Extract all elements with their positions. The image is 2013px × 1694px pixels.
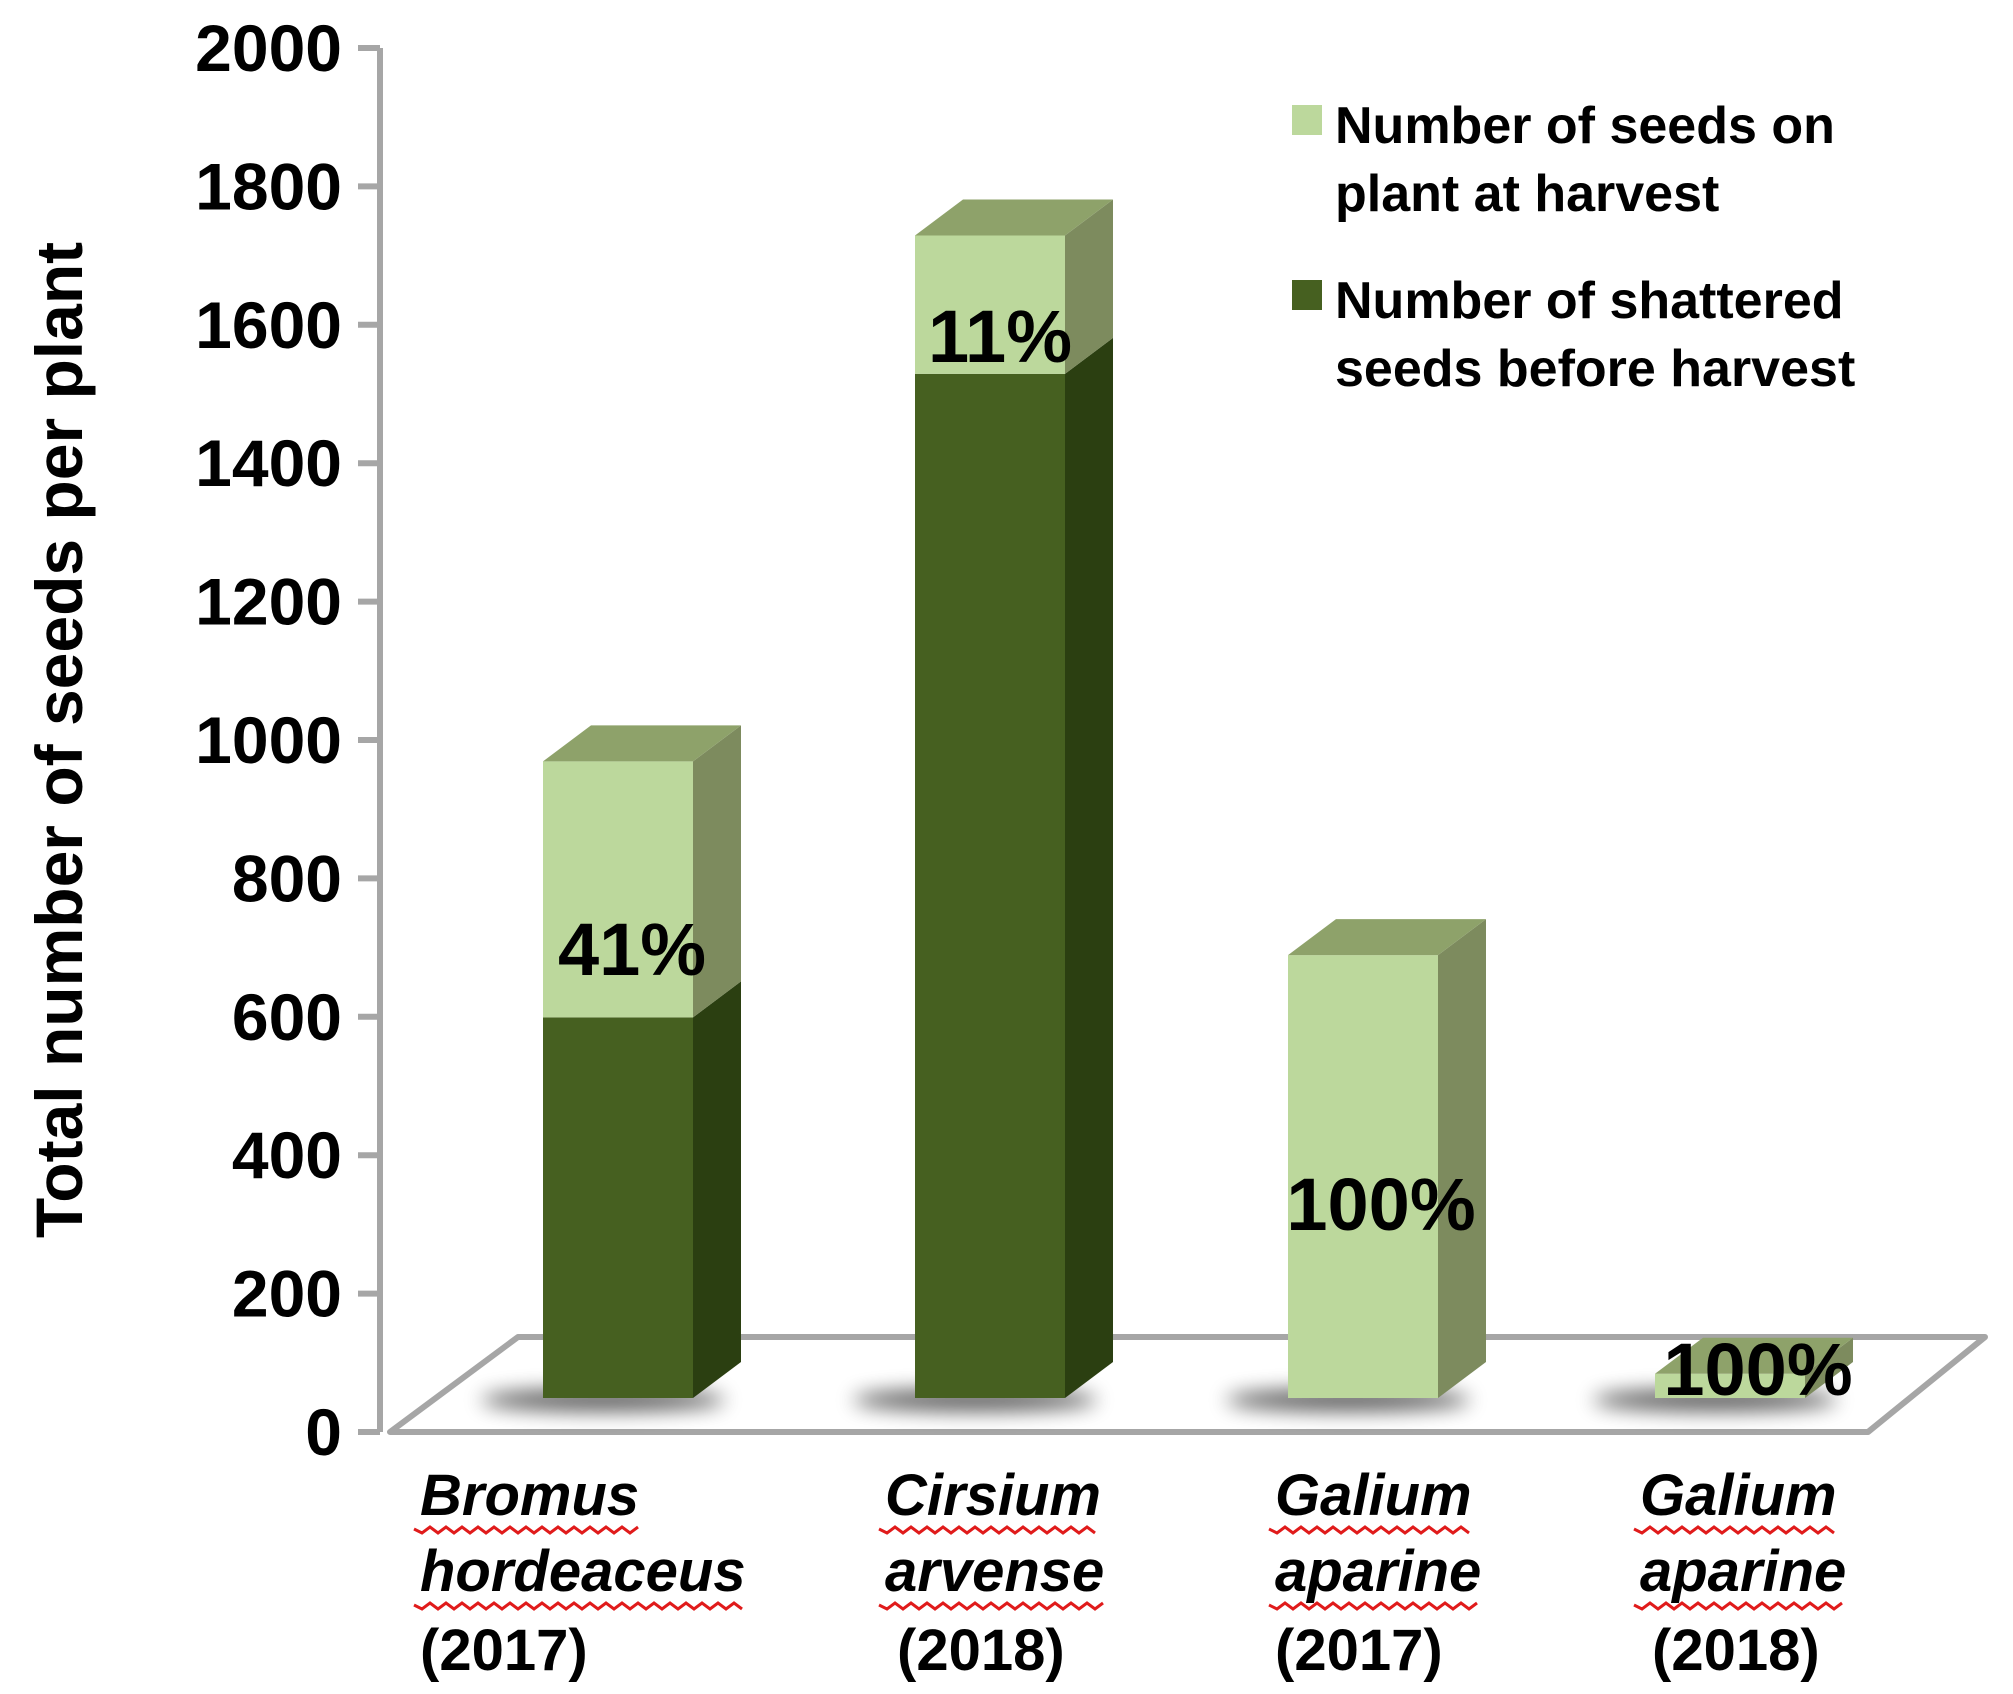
- percent-label: 41%: [558, 908, 706, 991]
- y-tick-label: 0: [305, 1395, 342, 1469]
- bar-top: [1655, 1337, 1853, 1374]
- bar-segment: [915, 337, 1113, 1399]
- bar-side: [1065, 199, 1113, 374]
- spellcheck-underline: [1633, 1525, 1835, 1535]
- y-ticks: 0 200 400 600 800 1000 1200 1400 1600 1800 2000: [195, 11, 380, 1469]
- species-name: Cirsium: [885, 1463, 1101, 1528]
- category-year: (2017): [1275, 1618, 1443, 1683]
- y-tick-label: 1600: [195, 288, 342, 362]
- bar-segment: [1655, 1337, 1853, 1398]
- bar-top: [1288, 919, 1486, 956]
- bar-front: [543, 761, 693, 1018]
- y-axis: 0 200 400 600 800 1000 1200 1400 1600 1800 2000: [195, 11, 383, 1469]
- spellcheck-underline: [1633, 1601, 1843, 1611]
- spellcheck-underline: [413, 1525, 639, 1535]
- bar-top: [543, 725, 741, 762]
- bar-side: [1438, 919, 1486, 1398]
- species-name: Bromus: [420, 1463, 639, 1528]
- spellcheck-underline: [878, 1525, 1096, 1535]
- bar-group: [481, 725, 741, 1411]
- y-tick-label: 1800: [195, 149, 342, 223]
- bar-segment: [543, 725, 741, 1018]
- category-year: (2018): [1652, 1618, 1820, 1683]
- percent-label: 100%: [1286, 1163, 1475, 1246]
- bar-front: [543, 1017, 693, 1398]
- y-tick-label: 600: [232, 980, 342, 1054]
- bar-side: [1805, 1337, 1853, 1398]
- bar-group: [1226, 919, 1486, 1411]
- species-name: Galium: [1640, 1463, 1837, 1528]
- y-tick-label: 800: [232, 841, 342, 915]
- bar-segment: [543, 981, 741, 1398]
- annotations: 41% 11% 100% 100%: [558, 295, 1853, 1411]
- category-labels: Bromus hordeaceus (2017) Cirsium arvense (201…: [413, 1463, 1846, 1683]
- legend-label: Number of shattered: [1335, 272, 1844, 330]
- species-name: aparine: [1640, 1539, 1846, 1604]
- spellcheck-underline: [1268, 1601, 1478, 1611]
- bar-side: [1065, 337, 1113, 1399]
- legend-swatch: [1292, 280, 1322, 310]
- floor-plane: [387, 1334, 1988, 1435]
- legend-label: seeds before harvest: [1335, 340, 1855, 398]
- y-axis-label: Total number of seeds per plant: [22, 242, 96, 1238]
- percent-label: 11%: [928, 295, 1072, 378]
- bar-front: [1655, 1373, 1805, 1398]
- bar-front: [915, 235, 1065, 374]
- y-tick-label: 400: [232, 1118, 342, 1192]
- spellcheck-underline: [413, 1601, 743, 1611]
- spellcheck-underline: [878, 1601, 1104, 1611]
- y-tick-label: 1200: [195, 565, 342, 639]
- bar-segment: [915, 199, 1113, 374]
- legend-item: Number of shattered seeds before harvest: [1292, 272, 1855, 398]
- category-year: (2017): [420, 1618, 588, 1683]
- bar-group: [1593, 1337, 1853, 1411]
- legend-swatch: [1292, 105, 1322, 135]
- bar-side: [693, 981, 741, 1398]
- category-label: Bromus hordeaceus (2017): [413, 1463, 746, 1683]
- category-label: Galium aparine (2018): [1633, 1463, 1846, 1683]
- bar-side: [693, 725, 741, 1018]
- bar-front: [915, 373, 1065, 1399]
- species-name: arvense: [885, 1539, 1104, 1604]
- legend-item: Number of seeds on plant at harvest: [1292, 97, 1835, 223]
- legend-label: Number of seeds on: [1335, 97, 1835, 155]
- y-tick-label: 2000: [195, 11, 342, 85]
- category-year: (2018): [897, 1618, 1065, 1683]
- species-name: hordeaceus: [420, 1539, 746, 1604]
- legend-label: plant at harvest: [1335, 165, 1719, 223]
- bar-front: [1288, 955, 1438, 1398]
- species-name: aparine: [1275, 1539, 1481, 1604]
- category-label: Cirsium arvense (2018): [878, 1463, 1104, 1683]
- category-label: Galium aparine (2017): [1268, 1463, 1481, 1683]
- bar-top: [915, 199, 1113, 236]
- y-tick-label: 1400: [195, 426, 342, 500]
- percent-label: 100%: [1663, 1328, 1852, 1411]
- y-tick-label: 1000: [195, 703, 342, 777]
- bar-segment: [1288, 919, 1486, 1398]
- y-tick-label: 200: [232, 1257, 342, 1331]
- bars: [481, 199, 1853, 1411]
- spellcheck-underline: [1268, 1525, 1470, 1535]
- bar-group: [853, 199, 1113, 1411]
- species-name: Galium: [1275, 1463, 1472, 1528]
